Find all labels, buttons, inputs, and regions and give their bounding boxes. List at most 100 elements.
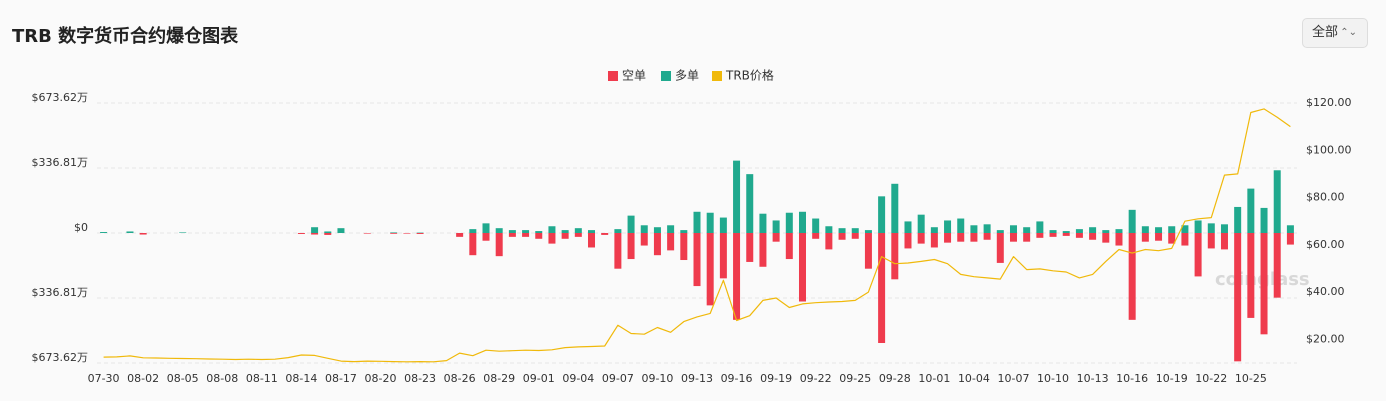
bar [944, 220, 952, 233]
y2-tick-label: $120.00 [1306, 96, 1352, 109]
x-tick-label: 08-08 [206, 372, 238, 385]
bar [667, 225, 675, 233]
legend-label: TRB价格 [725, 68, 774, 83]
y2-tick-label: $60.00 [1306, 238, 1345, 251]
bar [785, 233, 793, 260]
bar [535, 231, 543, 233]
bar [640, 233, 648, 246]
y-tick-label: $673.62万 [32, 351, 89, 364]
y2-tick-label: $20.00 [1306, 332, 1345, 345]
bar [1155, 233, 1163, 241]
bar [561, 230, 569, 233]
bar [390, 233, 398, 234]
select-arrows: ⌃⌄ [1340, 27, 1357, 38]
bar [970, 233, 978, 242]
bar [719, 233, 727, 279]
bar [1062, 233, 1070, 236]
x-tick-label: 08-17 [325, 372, 357, 385]
bar [1286, 233, 1294, 245]
y-tick-label: $0 [74, 221, 88, 234]
bar [508, 230, 516, 233]
bar [1062, 231, 1070, 233]
bar [614, 229, 622, 233]
bar [1234, 206, 1242, 233]
bar [733, 233, 741, 320]
bar [746, 233, 754, 262]
bar [798, 233, 806, 302]
bar [851, 228, 859, 233]
bar [812, 233, 820, 239]
x-tick-label: 09-01 [523, 372, 555, 385]
x-tick-label: 08-11 [246, 372, 278, 385]
x-tick-label: 09-19 [760, 372, 792, 385]
x-tick-label: 09-04 [562, 372, 594, 385]
bar [851, 233, 859, 239]
bar [1102, 233, 1110, 243]
chart-title: TRB 数字货币合约爆仓图表 [12, 26, 239, 47]
bar [667, 233, 675, 251]
x-tick-label: 07-30 [88, 372, 120, 385]
bar [456, 233, 464, 237]
x-tick-label: 08-14 [285, 372, 317, 385]
x-tick-label: 10-19 [1156, 372, 1188, 385]
legend-swatch [608, 71, 618, 81]
range-select-label: 全部 [1312, 25, 1339, 40]
bar [838, 233, 846, 240]
bar [706, 212, 714, 233]
bar [996, 230, 1004, 233]
legend-label: 多单 [675, 69, 699, 83]
price-line [103, 108, 1291, 363]
x-tick-label: 10-04 [958, 372, 990, 385]
y2-tick-label: $40.00 [1306, 285, 1345, 298]
bar [759, 213, 767, 233]
bar [1168, 226, 1176, 233]
x-tick-label: 10-13 [1077, 372, 1109, 385]
legend-swatch [712, 71, 722, 81]
bar [1168, 233, 1176, 244]
x-tick-label: 10-10 [1037, 372, 1069, 385]
bar [627, 215, 635, 233]
bar [864, 233, 872, 269]
bar [653, 227, 661, 233]
bar [588, 230, 596, 233]
bar [693, 233, 701, 287]
bar [1234, 233, 1242, 362]
bar [917, 233, 925, 244]
x-tick-label: 08-23 [404, 372, 436, 385]
bar [693, 211, 701, 233]
x-tick-label: 09-28 [879, 372, 911, 385]
x-tick-label: 09-16 [721, 372, 753, 385]
bar [535, 233, 543, 239]
bar [746, 174, 754, 233]
x-tick-label: 10-07 [997, 372, 1029, 385]
bar [1049, 230, 1057, 233]
bar [508, 233, 516, 237]
bar [891, 183, 899, 233]
bar [1115, 229, 1123, 233]
bar [1273, 233, 1281, 298]
bar [403, 233, 411, 234]
y2-tick-label: $80.00 [1306, 191, 1345, 204]
range-select[interactable]: 全部 ⌃⌄ [1302, 18, 1368, 48]
bar [996, 233, 1004, 263]
bar [680, 230, 688, 233]
bar [904, 221, 912, 233]
y-tick-label: $336.81万 [32, 156, 89, 169]
bar [944, 233, 952, 243]
bar [324, 231, 332, 233]
bar [983, 224, 991, 233]
bar [878, 196, 886, 233]
bar [798, 211, 806, 233]
bar [1181, 225, 1189, 233]
bar [1207, 223, 1215, 233]
y-tick-label: $336.81万 [32, 286, 89, 299]
bar [614, 233, 622, 269]
x-tick-label: 08-20 [365, 372, 397, 385]
legend-label: 空单 [622, 69, 646, 83]
bar [733, 160, 741, 233]
bar [1141, 226, 1149, 233]
bar [1115, 233, 1123, 246]
x-tick-label: 10-25 [1235, 372, 1267, 385]
bar [1009, 233, 1017, 242]
bar [588, 233, 596, 248]
